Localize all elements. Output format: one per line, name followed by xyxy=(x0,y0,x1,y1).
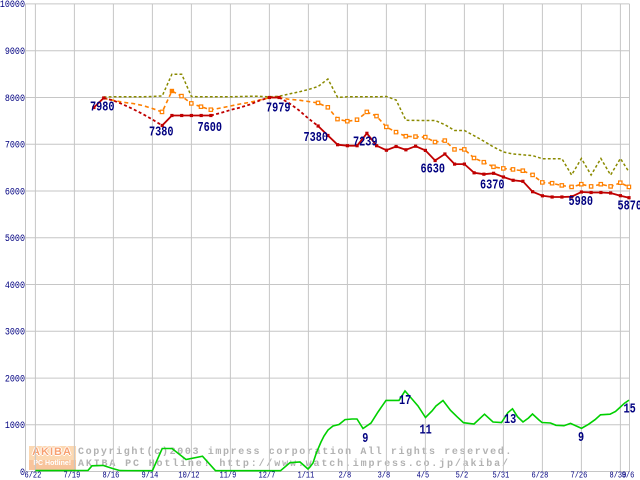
svg-text:1/11: 1/11 xyxy=(298,471,315,480)
svg-text:9/14: 9/14 xyxy=(142,471,159,480)
svg-text:7/26: 7/26 xyxy=(571,471,588,480)
svg-text:7380: 7380 xyxy=(149,124,173,140)
svg-text:7980: 7980 xyxy=(90,99,114,115)
svg-text:7979: 7979 xyxy=(266,100,290,116)
svg-text:4/5: 4/5 xyxy=(417,471,430,480)
svg-text:0: 0 xyxy=(20,466,25,478)
svg-text:5/31: 5/31 xyxy=(493,471,510,480)
svg-text:9000: 9000 xyxy=(5,45,25,57)
svg-text:8000: 8000 xyxy=(5,92,25,104)
svg-text:5000: 5000 xyxy=(5,232,25,244)
svg-text:6/22: 6/22 xyxy=(25,471,42,480)
svg-text:2/8: 2/8 xyxy=(339,471,352,480)
svg-text:11: 11 xyxy=(420,422,432,438)
svg-text:17: 17 xyxy=(399,393,411,409)
svg-text:10/12: 10/12 xyxy=(178,471,199,480)
svg-text:15: 15 xyxy=(624,401,636,417)
svg-text:9: 9 xyxy=(578,430,584,446)
svg-text:11/9: 11/9 xyxy=(220,471,237,480)
svg-text:13: 13 xyxy=(504,412,516,428)
svg-text:7380: 7380 xyxy=(304,130,328,146)
svg-text:9: 9 xyxy=(362,431,368,447)
svg-text:9/6: 9/6 xyxy=(622,471,635,480)
svg-text:7000: 7000 xyxy=(5,139,25,151)
svg-text:6370: 6370 xyxy=(480,177,504,193)
svg-text:5/2: 5/2 xyxy=(456,471,469,480)
svg-text:1000: 1000 xyxy=(5,419,25,431)
svg-text:7/19: 7/19 xyxy=(64,471,81,480)
svg-text:12/7: 12/7 xyxy=(259,471,276,480)
svg-text:10000: 10000 xyxy=(0,0,25,10)
svg-text:5870: 5870 xyxy=(618,198,640,214)
svg-text:3/8: 3/8 xyxy=(378,471,391,480)
svg-text:8/16: 8/16 xyxy=(103,471,120,480)
svg-text:6000: 6000 xyxy=(5,186,25,198)
svg-text:5980: 5980 xyxy=(569,194,593,210)
svg-text:7600: 7600 xyxy=(198,120,222,136)
svg-text:3000: 3000 xyxy=(5,326,25,338)
svg-text:8/30: 8/30 xyxy=(610,471,627,480)
svg-text:2000: 2000 xyxy=(5,373,25,385)
svg-text:4000: 4000 xyxy=(5,279,25,291)
svg-text:6/28: 6/28 xyxy=(532,471,549,480)
svg-text:6630: 6630 xyxy=(421,161,445,177)
svg-text:7239: 7239 xyxy=(353,134,377,150)
